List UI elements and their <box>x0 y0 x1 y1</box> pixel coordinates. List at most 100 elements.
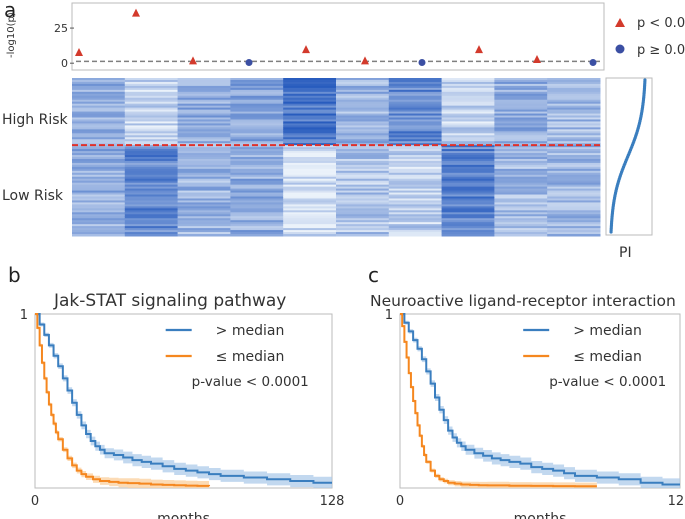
pvalue-point-significant <box>189 56 197 65</box>
heatmap-cell <box>494 184 548 188</box>
heatmap-cell <box>547 176 601 180</box>
heatmap-cell <box>388 164 443 168</box>
heatmap-cell <box>547 188 601 192</box>
heatmap-cell <box>441 198 495 201</box>
heatmap-cell <box>230 222 284 225</box>
heatmap-cell <box>441 107 495 111</box>
heatmap-cell <box>441 123 495 126</box>
heatmap-cell <box>72 157 126 160</box>
heatmap-cell <box>124 170 179 174</box>
heatmap-cell <box>230 182 284 186</box>
heatmap-cell <box>72 137 126 140</box>
heatmap-cell <box>177 204 231 207</box>
heatmap-cell <box>72 174 126 178</box>
heatmap-cell <box>124 164 179 168</box>
heatmap-cell <box>441 113 495 117</box>
heatmap-cell <box>388 115 443 118</box>
heatmap-cell <box>177 212 231 215</box>
heatmap-cell <box>283 149 337 152</box>
heatmap-cell <box>547 182 601 186</box>
heatmap-cell <box>72 119 126 122</box>
heatmap-cell <box>494 180 548 184</box>
heatmap-cell <box>283 184 337 188</box>
heatmap-cell <box>336 204 390 207</box>
heatmap-cell <box>494 234 548 237</box>
km-xlabel: months <box>514 511 567 519</box>
heatmap-cell <box>283 218 337 221</box>
heatmap-cell <box>124 234 179 237</box>
heatmap-cell <box>388 135 443 138</box>
heatmap-cell <box>336 166 390 170</box>
heatmap-cell <box>547 111 601 115</box>
heatmap-cell <box>72 158 126 162</box>
heatmap-cell <box>177 162 231 166</box>
heatmap-cell <box>336 151 390 154</box>
heatmap-cell <box>547 141 601 144</box>
heatmap-cell <box>336 228 390 231</box>
heatmap-cell <box>547 196 601 199</box>
heatmap-cell <box>336 158 390 162</box>
heatmap-cell <box>336 157 390 160</box>
heatmap-cell <box>494 101 548 105</box>
heatmap-cell <box>494 117 548 120</box>
heatmap-cell <box>283 117 337 120</box>
heatmap-cell <box>72 164 126 168</box>
heatmap-cell <box>388 166 443 170</box>
heatmap-cell <box>494 202 548 205</box>
heatmap-cell <box>72 127 126 130</box>
heatmap-cell <box>388 194 443 197</box>
heatmap-cell <box>336 184 390 188</box>
heatmap-cell <box>177 216 231 219</box>
heatmap-cell <box>336 105 390 109</box>
pvalue-point-significant <box>75 47 83 56</box>
heatmap-cell <box>177 166 231 170</box>
heatmap-cell <box>494 149 548 152</box>
heatmap-cell <box>230 137 284 140</box>
heatmap-cell <box>441 210 495 213</box>
heatmap-cell <box>336 202 390 205</box>
heatmap-cell <box>72 129 126 132</box>
heatmap-cell <box>441 214 495 217</box>
heatmap-cell <box>283 107 337 111</box>
heatmap-cell <box>283 127 337 130</box>
heatmap-cell <box>124 89 179 93</box>
heatmap-cell <box>283 196 337 199</box>
heatmap-cell <box>283 141 337 144</box>
heatmap-cell <box>283 198 337 201</box>
heatmap-cell <box>494 125 548 128</box>
heatmap-cell <box>72 194 126 197</box>
heatmap-cell <box>72 133 126 136</box>
heatmap-cell <box>547 228 601 231</box>
heatmap-cell <box>177 151 231 154</box>
heatmap-cell <box>494 83 548 87</box>
heatmap-cell <box>388 204 443 207</box>
heatmap-cell <box>494 78 548 81</box>
heatmap-cell <box>230 216 284 219</box>
km-ytick-label: 1 <box>385 308 393 323</box>
heatmap-cell <box>177 103 231 107</box>
heatmap-cell <box>177 180 231 184</box>
heatmap-cell <box>283 81 337 85</box>
heatmap-cell <box>283 194 337 197</box>
heatmap-cell <box>124 176 179 180</box>
km-confidence-band <box>35 314 210 488</box>
heatmap-cell <box>336 212 390 215</box>
heatmap-cell <box>336 81 390 85</box>
heatmap-cell <box>494 174 548 178</box>
heatmap-cell <box>177 145 231 148</box>
heatmap-cell <box>336 208 390 211</box>
pi-label: PI <box>619 245 632 261</box>
heatmap-cell <box>177 109 231 113</box>
pi-panel <box>605 77 653 236</box>
heatmap-cell <box>441 153 495 156</box>
heatmap-cell <box>177 206 231 209</box>
heatmap-cell <box>441 180 495 184</box>
heatmap-cell <box>124 153 179 156</box>
heatmap-cell <box>72 151 126 154</box>
heatmap-cell <box>177 137 231 140</box>
heatmap-cell <box>547 214 601 217</box>
heatmap-cell <box>283 87 337 91</box>
heatmap-cell <box>177 115 231 118</box>
heatmap-cell <box>230 121 284 124</box>
heatmap-cell <box>547 218 601 221</box>
